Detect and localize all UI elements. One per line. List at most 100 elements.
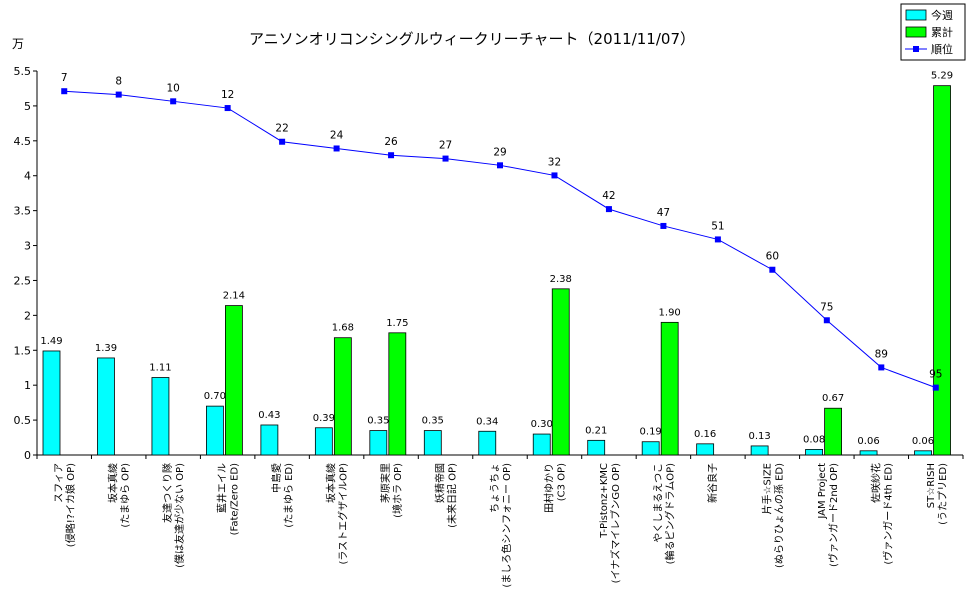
data-label-rank: 42 xyxy=(602,190,615,202)
bars-layer xyxy=(42,85,951,456)
data-label-weekly: 1.11 xyxy=(149,363,171,374)
category-label-artist: JAM Project xyxy=(817,463,828,520)
category-label-artist: 茅原実里 xyxy=(379,463,392,503)
data-label-rank: 95 xyxy=(929,369,942,381)
data-label-weekly: 0.13 xyxy=(748,431,770,442)
data-label-rank: 60 xyxy=(766,251,779,263)
category-label-song: (ヴァンガード2nd OP) xyxy=(827,463,840,567)
category-label-song: (C3 OP) xyxy=(556,463,567,501)
category-label-song: (ラストエグザイルOP) xyxy=(337,463,350,565)
y-axis: 0 0.5 1 1.5 2 2.5 3 3.5 4 4.5 5 5.5 xyxy=(14,65,964,462)
rank-marker xyxy=(660,222,667,229)
category-label-song: (輪るピングドラムOP) xyxy=(663,463,676,565)
bar-weekly xyxy=(369,430,388,456)
bar-weekly xyxy=(97,357,115,456)
data-label-cumulative: 1.68 xyxy=(332,323,354,334)
category-label-song: (イナズマイレブンGO OP) xyxy=(609,463,622,583)
y-tick-label: 2.5 xyxy=(14,274,32,287)
bar-cumulative xyxy=(824,407,842,456)
bar-weekly xyxy=(423,430,442,456)
y-tick-label: 0 xyxy=(24,449,31,462)
category-label-artist: やくしまるえつこ xyxy=(652,463,664,543)
bar-weekly xyxy=(260,424,279,456)
data-label-weekly: 0.35 xyxy=(422,416,444,427)
data-label-cumulative: 2.14 xyxy=(223,291,245,302)
category-label-song: (境ホラ OP) xyxy=(391,463,404,518)
data-label-weekly: 0.34 xyxy=(476,416,498,427)
data-label-weekly: 0.06 xyxy=(857,436,879,447)
category-label-artist: 妖精帝國 xyxy=(434,463,447,503)
data-label-cumulative: 2.38 xyxy=(550,274,572,285)
rank-marker xyxy=(333,145,340,152)
bar-weekly xyxy=(859,450,878,456)
bar-cumulative xyxy=(933,85,951,456)
data-label-rank: 8 xyxy=(115,76,122,88)
data-label-cumulative: 1.75 xyxy=(386,318,408,329)
data-label-weekly: 0.06 xyxy=(912,436,934,447)
category-label-song: (ヴァンガード4th ED) xyxy=(881,463,894,565)
bar-cumulative xyxy=(660,321,679,456)
category-label-song: (たまゆら OP) xyxy=(120,463,132,528)
category-label-song: (ましろ色シンフォニー OP) xyxy=(500,463,513,588)
legend-swatch-weekly xyxy=(905,9,927,21)
data-label-rank: 51 xyxy=(711,220,724,232)
rank-marker xyxy=(878,364,885,371)
category-label-artist: T-Pistonz+KMC xyxy=(599,463,610,539)
category-label-artist: 中島愛 xyxy=(270,463,283,493)
data-label-rank: 24 xyxy=(330,129,344,141)
category-label-artist: ちょうちょ xyxy=(489,463,501,513)
rank-marker xyxy=(115,91,122,98)
category-label-artist: 佐咲紗花 xyxy=(869,463,882,503)
chart-title: アニソンオリコンシングルウィークリーチャート（2011/11/07） xyxy=(249,30,695,48)
data-label-weekly: 0.39 xyxy=(313,413,335,424)
bar-weekly xyxy=(314,427,333,456)
bar-weekly xyxy=(151,377,170,456)
y-tick-label: 4.5 xyxy=(14,135,32,148)
data-label-rank: 89 xyxy=(875,348,888,360)
category-label-artist: 友達つくり隊 xyxy=(161,463,174,523)
category-label-song: (侵略!?イカ娘 OP) xyxy=(64,463,77,547)
y-tick-label: 5.5 xyxy=(14,65,32,78)
legend-swatch-cumulative xyxy=(905,26,927,38)
category-label-artist: 田村ゆかり xyxy=(542,463,555,513)
bar-weekly xyxy=(750,445,769,456)
bar-weekly xyxy=(42,350,61,456)
bar-weekly xyxy=(641,441,660,456)
legend-label-weekly: 今週 xyxy=(931,8,953,22)
legend-label-rank: 順位 xyxy=(931,42,953,56)
y-tick-label: 1 xyxy=(24,379,31,392)
data-label-weekly: 0.30 xyxy=(531,419,553,430)
bar-weekly xyxy=(914,450,932,456)
rank-line-layer xyxy=(61,88,939,391)
bar-cumulative xyxy=(388,332,407,456)
data-label-weekly: 0.08 xyxy=(803,434,825,445)
rank-marker xyxy=(605,206,612,213)
data-label-rank: 10 xyxy=(166,82,179,94)
y-tick-label: 0.5 xyxy=(14,414,32,427)
data-label-rank: 47 xyxy=(657,207,670,219)
y-tick-label: 3.5 xyxy=(14,205,32,218)
category-label-song: (たまゆら ED) xyxy=(283,463,295,528)
data-label-rank: 29 xyxy=(493,146,506,158)
bar-cumulative xyxy=(225,305,243,456)
data-label-weekly: 0.35 xyxy=(367,416,389,427)
rank-marker xyxy=(442,155,449,162)
bar-weekly xyxy=(532,433,551,456)
data-labels-layer: 1.49 1.39 1.11 0.70 2.14 0.43 0.39 1.68 0.35 1.75… xyxy=(40,71,953,447)
category-label-artist: スフィア xyxy=(54,463,65,503)
data-label-cumulative: 5.29 xyxy=(931,71,953,82)
rank-marker xyxy=(279,138,286,145)
data-label-weekly: 1.39 xyxy=(95,343,117,354)
data-label-weekly: 0.19 xyxy=(640,427,662,438)
data-label-weekly: 0.16 xyxy=(694,429,716,440)
category-label-artist: 坂本真綾 xyxy=(325,463,338,503)
legend: 今週 累計 順位 xyxy=(900,3,966,61)
rank-marker xyxy=(714,236,721,243)
y-tick-label: 5 xyxy=(24,100,31,113)
category-label-artist: 片手☆SIZE xyxy=(760,463,773,514)
category-label-song: (ぬらりひょんの孫 ED) xyxy=(773,463,785,568)
category-label-song: (Fate/Zero ED) xyxy=(230,463,241,536)
data-label-weekly: 1.49 xyxy=(40,336,62,347)
category-label-artist: 新谷良子 xyxy=(706,463,719,503)
rank-marker xyxy=(61,88,68,95)
